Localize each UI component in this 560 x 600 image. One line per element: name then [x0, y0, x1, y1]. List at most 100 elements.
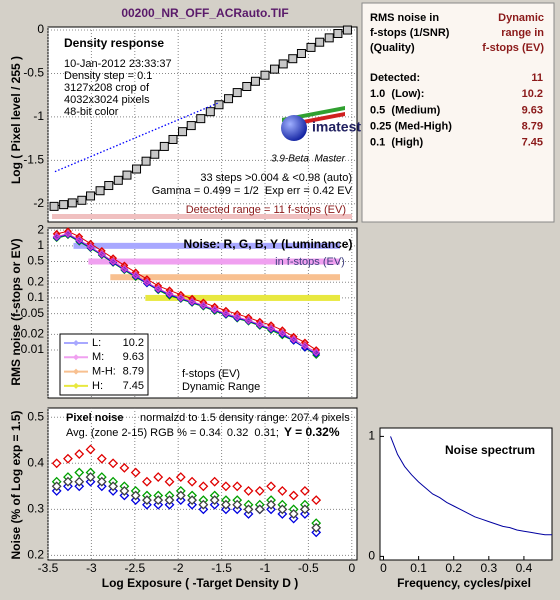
data-point — [165, 289, 174, 298]
data-point — [164, 495, 175, 506]
data-point — [221, 481, 231, 492]
data-point — [306, 42, 316, 52]
legend-swatch — [73, 368, 79, 375]
logo — [281, 106, 345, 141]
summary-header: f-stops (1/SNR) — [370, 27, 450, 39]
data-line — [390, 436, 552, 536]
data-point — [243, 485, 254, 496]
y-tick-label: 2 — [37, 222, 44, 236]
data-point — [214, 100, 224, 110]
y-tick-label: -1 — [33, 109, 44, 123]
data-point — [131, 271, 140, 280]
stats: 33 steps >0.004 & <0.98 (auto) — [200, 172, 352, 184]
note: Avg. (zone 2-15) RGB % = 0.34 0.32 0.31; — [66, 427, 279, 439]
data-point — [255, 320, 264, 329]
x-tick-label: -3.5 — [38, 561, 59, 575]
data-point — [122, 170, 132, 180]
note: 3127x208 crop of — [64, 82, 150, 94]
y-tick-label: 0.01 — [21, 342, 45, 356]
data-point — [254, 504, 265, 515]
data-point — [51, 458, 62, 469]
note: 10-Jan-2012 23:33:37 — [64, 58, 172, 70]
data-point — [168, 134, 178, 144]
data-point — [224, 94, 234, 104]
data-point — [96, 476, 107, 487]
x-tick-label: 0 — [380, 561, 387, 575]
summary-header: Dynamic — [498, 12, 544, 24]
data-point — [77, 195, 87, 205]
data-point — [199, 301, 208, 310]
y-tick-label: 0 — [37, 22, 44, 36]
y-tick-label: -2 — [33, 196, 44, 210]
data-point — [232, 88, 242, 98]
chart-subtitle: in f-stops (EV) — [275, 256, 345, 268]
data-point — [175, 490, 186, 501]
data-point — [311, 522, 322, 533]
legend-note: f-stops (EV) — [182, 368, 240, 380]
data-point — [49, 201, 59, 211]
legend-label: M: — [92, 351, 104, 363]
legend-value: 8.79 — [123, 366, 144, 378]
legend-value: 10.2 — [123, 337, 144, 349]
chart-title: Pixel noise — [66, 412, 123, 424]
data-point — [342, 25, 352, 35]
data-point — [198, 481, 209, 492]
x-tick-label: -2.5 — [124, 561, 145, 575]
data-point — [142, 495, 152, 506]
legend-label: M-H: — [92, 366, 116, 378]
data-point — [95, 186, 105, 196]
data-point — [176, 294, 185, 302]
annotation: Y = 0.32% — [284, 425, 340, 439]
y-tick-label: 0.3 — [27, 502, 44, 516]
data-point — [289, 335, 298, 344]
data-point — [63, 453, 73, 464]
data-point — [120, 265, 129, 273]
data-point — [108, 481, 119, 492]
data-point — [188, 297, 197, 306]
y-tick-label: 1 — [37, 238, 44, 252]
data-point — [333, 29, 343, 39]
data-point — [104, 181, 114, 191]
version: 3.9-Beta Master — [271, 154, 346, 165]
data-point — [130, 490, 141, 501]
summary-value: 8.79 — [522, 121, 543, 133]
data-point — [143, 278, 151, 287]
data-point — [288, 509, 299, 519]
chart-title: Density response — [64, 36, 164, 50]
chart-title: Noise: R, G, B, Y (Luminance) — [184, 237, 353, 251]
data-point — [52, 232, 61, 241]
note: 4032x3024 pixels — [64, 94, 150, 106]
legend-value: 7.45 — [123, 380, 144, 392]
data-point — [150, 149, 160, 159]
data-point — [266, 481, 276, 492]
data-point — [232, 481, 243, 492]
x-tick-label: -1.5 — [211, 561, 232, 575]
summary-value: 11 — [531, 72, 543, 84]
data-point — [113, 175, 123, 185]
y-tick-label: 1 — [368, 429, 375, 443]
summary-label: 0.1 (High) — [370, 137, 424, 149]
data-point — [153, 495, 164, 506]
x-tick-label: -1 — [260, 561, 271, 575]
legend-note: Dynamic Range — [182, 381, 260, 393]
summary-header: range in — [501, 27, 544, 39]
range-bar — [110, 274, 340, 281]
data-point — [288, 490, 299, 501]
y-axis-label: RMS noise (f-stops or EV) — [9, 238, 23, 385]
data-line — [54, 102, 219, 173]
stats: Gamma = 0.499 = 1/2 Exp err = 0.42 EV — [152, 185, 353, 197]
y-tick-label: 0.05 — [21, 306, 45, 320]
data-point — [119, 462, 130, 473]
x-axis-label: Frequency, cycles/pixel — [397, 576, 531, 590]
y-tick-label: 0.2 — [27, 274, 44, 288]
data-point — [59, 200, 69, 210]
logo-text: imatest — [312, 119, 361, 135]
chart: 2 1 0.5 0.2 0.1 0.05 0.020.01 L: 10.2 M: 9.63 M-H: 8… — [21, 222, 358, 399]
summary-label: 1.0 (Low): — [370, 88, 424, 100]
y-tick-label: 0.5 — [27, 254, 44, 268]
summary-value: 7.45 — [522, 137, 543, 149]
legend-label: H: — [92, 380, 103, 392]
data-point — [278, 329, 287, 338]
summary-rows: Detected: 11 1.0 (Low): 10.2 0.5 (Medium) 9.6… — [370, 72, 543, 149]
data-point — [74, 449, 85, 459]
